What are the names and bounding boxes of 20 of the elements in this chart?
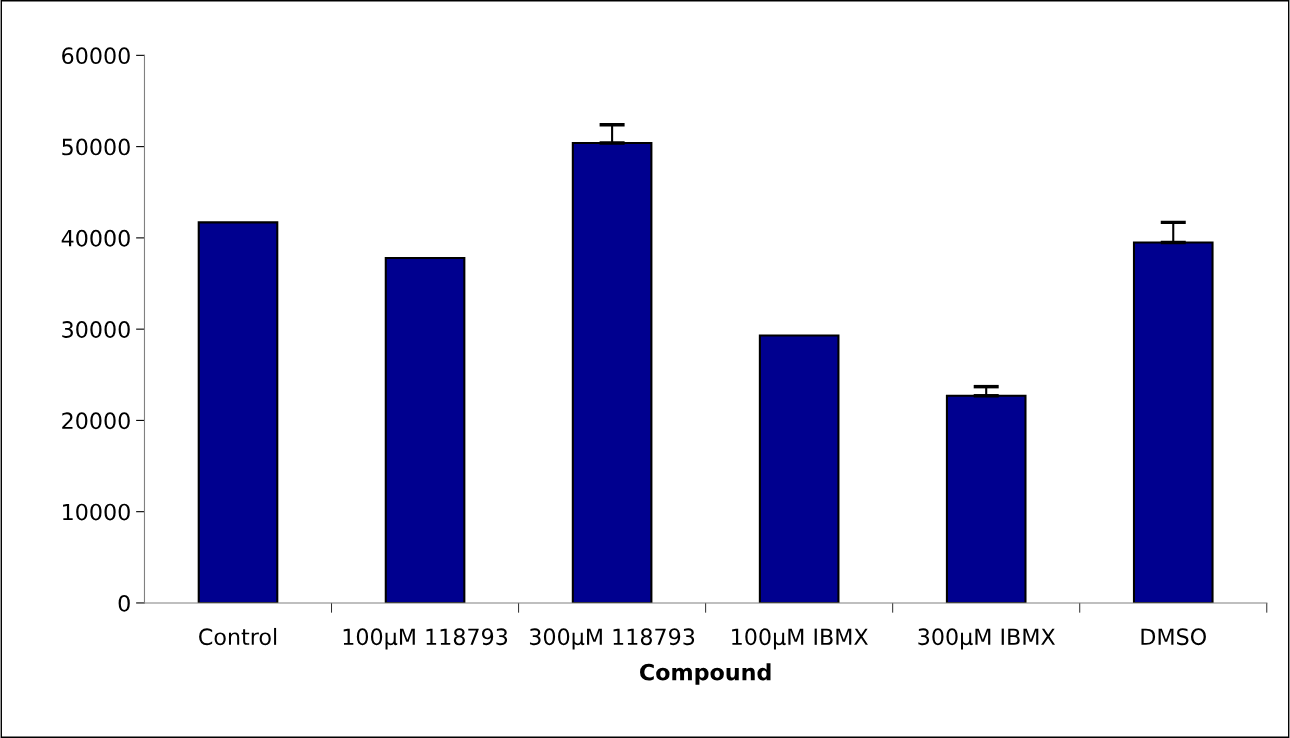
y-tick-label: 40000 <box>61 229 130 247</box>
bar <box>571 141 653 603</box>
bar <box>1132 241 1214 603</box>
bar <box>197 221 279 603</box>
bar <box>384 256 466 603</box>
bar <box>945 394 1027 603</box>
y-tick-label: 50000 <box>62 138 130 156</box>
bar <box>758 334 840 603</box>
x-tick-label: 100µM IBMX <box>732 628 868 650</box>
x-tick-label: 300µM 118793 <box>529 628 695 650</box>
x-tick-label: Control <box>199 627 277 646</box>
x-tick-label: 100µM 118793 <box>343 628 508 650</box>
y-tick-label: 20000 <box>62 412 130 430</box>
y-tick-label: 0 <box>118 594 130 612</box>
y-tick-label: 60000 <box>62 47 130 65</box>
x-tick-label: 300µM IBMX <box>918 628 1055 650</box>
y-tick-label: 30000 <box>62 321 130 338</box>
y-tick-label: 10000 <box>63 503 130 521</box>
x-axis-title: Compound <box>640 663 771 685</box>
x-tick-label: DMSO <box>1141 628 1206 646</box>
